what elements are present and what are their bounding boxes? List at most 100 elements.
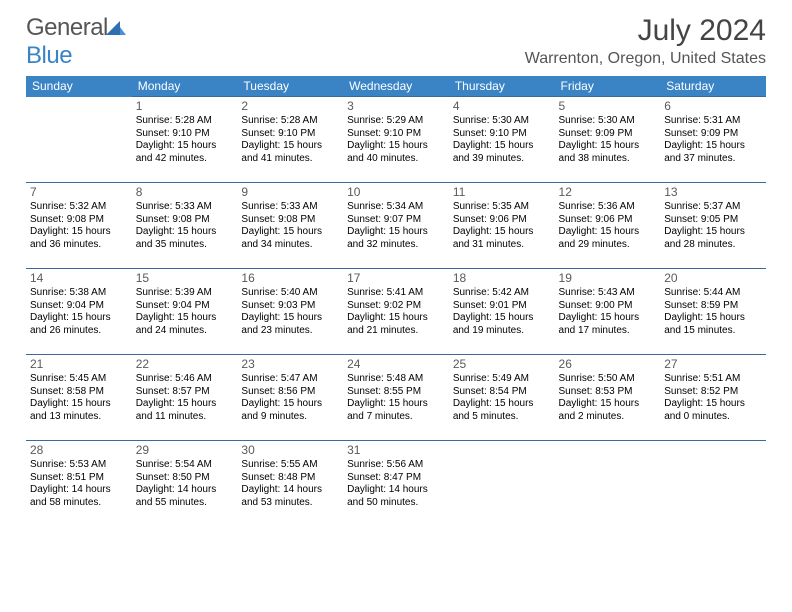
daylight-text: and 9 minutes. (241, 411, 339, 424)
daylight-text: Daylight: 15 hours (30, 398, 128, 411)
daylight-text: and 28 minutes. (664, 239, 762, 252)
calendar-header-row: SundayMondayTuesdayWednesdayThursdayFrid… (26, 76, 766, 97)
calendar-week-row: 7Sunrise: 5:32 AMSunset: 9:08 PMDaylight… (26, 183, 766, 269)
calendar-day-cell: 5Sunrise: 5:30 AMSunset: 9:09 PMDaylight… (555, 97, 661, 183)
daylight-text: and 37 minutes. (664, 153, 762, 166)
daylight-text: Daylight: 15 hours (241, 226, 339, 239)
daylight-text: Daylight: 15 hours (559, 312, 657, 325)
day-number: 30 (241, 443, 339, 459)
daylight-text: Daylight: 15 hours (347, 226, 445, 239)
sunrise-text: Sunrise: 5:38 AM (30, 287, 128, 300)
sunset-text: Sunset: 9:10 PM (136, 128, 234, 141)
daylight-text: and 24 minutes. (136, 325, 234, 338)
sunrise-text: Sunrise: 5:36 AM (559, 201, 657, 214)
day-number: 11 (453, 185, 551, 201)
sunrise-text: Sunrise: 5:32 AM (30, 201, 128, 214)
daylight-text: and 50 minutes. (347, 497, 445, 510)
daylight-text: Daylight: 15 hours (241, 140, 339, 153)
sunrise-text: Sunrise: 5:31 AM (664, 115, 762, 128)
logo-word1: General (26, 14, 108, 41)
calendar-day-cell: 1Sunrise: 5:28 AMSunset: 9:10 PMDaylight… (132, 97, 238, 183)
sunrise-text: Sunrise: 5:43 AM (559, 287, 657, 300)
day-number: 12 (559, 185, 657, 201)
location-subtitle: Warrenton, Oregon, United States (525, 50, 766, 68)
day-header: Friday (555, 76, 661, 97)
day-number: 5 (559, 99, 657, 115)
daylight-text: Daylight: 14 hours (30, 484, 128, 497)
daylight-text: and 2 minutes. (559, 411, 657, 424)
sunrise-text: Sunrise: 5:37 AM (664, 201, 762, 214)
calendar-day-cell: 16Sunrise: 5:40 AMSunset: 9:03 PMDayligh… (237, 269, 343, 355)
daylight-text: Daylight: 15 hours (664, 226, 762, 239)
day-header: Thursday (449, 76, 555, 97)
day-number: 10 (347, 185, 445, 201)
sunrise-text: Sunrise: 5:44 AM (664, 287, 762, 300)
daylight-text: Daylight: 15 hours (30, 226, 128, 239)
day-header: Sunday (26, 76, 132, 97)
daylight-text: Daylight: 14 hours (136, 484, 234, 497)
daylight-text: and 35 minutes. (136, 239, 234, 252)
sunrise-text: Sunrise: 5:29 AM (347, 115, 445, 128)
daylight-text: Daylight: 15 hours (559, 398, 657, 411)
daylight-text: Daylight: 15 hours (241, 398, 339, 411)
day-number: 13 (664, 185, 762, 201)
calendar-week-row: 21Sunrise: 5:45 AMSunset: 8:58 PMDayligh… (26, 355, 766, 441)
calendar-table: SundayMondayTuesdayWednesdayThursdayFrid… (26, 76, 766, 527)
sunrise-text: Sunrise: 5:34 AM (347, 201, 445, 214)
calendar-day-cell: 29Sunrise: 5:54 AMSunset: 8:50 PMDayligh… (132, 441, 238, 527)
logo-sail-icon (106, 14, 126, 30)
sunset-text: Sunset: 8:54 PM (453, 386, 551, 399)
calendar-day-cell: 2Sunrise: 5:28 AMSunset: 9:10 PMDaylight… (237, 97, 343, 183)
day-number: 15 (136, 271, 234, 287)
day-number: 14 (30, 271, 128, 287)
calendar-day-cell: 17Sunrise: 5:41 AMSunset: 9:02 PMDayligh… (343, 269, 449, 355)
calendar-day-cell: 6Sunrise: 5:31 AMSunset: 9:09 PMDaylight… (660, 97, 766, 183)
calendar-day-cell: 4Sunrise: 5:30 AMSunset: 9:10 PMDaylight… (449, 97, 555, 183)
daylight-text: and 38 minutes. (559, 153, 657, 166)
daylight-text: and 19 minutes. (453, 325, 551, 338)
calendar-day-cell (660, 441, 766, 527)
sunset-text: Sunset: 9:05 PM (664, 214, 762, 227)
sunrise-text: Sunrise: 5:47 AM (241, 373, 339, 386)
logo: General Blue (26, 14, 126, 70)
sunset-text: Sunset: 9:10 PM (453, 128, 551, 141)
calendar-day-cell: 19Sunrise: 5:43 AMSunset: 9:00 PMDayligh… (555, 269, 661, 355)
daylight-text: Daylight: 15 hours (453, 226, 551, 239)
sunset-text: Sunset: 9:08 PM (30, 214, 128, 227)
day-number: 7 (30, 185, 128, 201)
calendar-day-cell: 26Sunrise: 5:50 AMSunset: 8:53 PMDayligh… (555, 355, 661, 441)
day-number: 2 (241, 99, 339, 115)
daylight-text: Daylight: 15 hours (559, 140, 657, 153)
calendar-day-cell: 11Sunrise: 5:35 AMSunset: 9:06 PMDayligh… (449, 183, 555, 269)
calendar-day-cell: 10Sunrise: 5:34 AMSunset: 9:07 PMDayligh… (343, 183, 449, 269)
day-number: 21 (30, 357, 128, 373)
calendar-day-cell: 23Sunrise: 5:47 AMSunset: 8:56 PMDayligh… (237, 355, 343, 441)
sunset-text: Sunset: 8:48 PM (241, 472, 339, 485)
daylight-text: and 23 minutes. (241, 325, 339, 338)
daylight-text: Daylight: 15 hours (453, 312, 551, 325)
daylight-text: Daylight: 15 hours (347, 312, 445, 325)
daylight-text: Daylight: 15 hours (30, 312, 128, 325)
sunset-text: Sunset: 9:08 PM (241, 214, 339, 227)
calendar-day-cell: 18Sunrise: 5:42 AMSunset: 9:01 PMDayligh… (449, 269, 555, 355)
sunset-text: Sunset: 9:08 PM (136, 214, 234, 227)
calendar-week-row: 28Sunrise: 5:53 AMSunset: 8:51 PMDayligh… (26, 441, 766, 527)
logo-word2: Blue (26, 42, 72, 69)
day-number: 19 (559, 271, 657, 287)
sunrise-text: Sunrise: 5:33 AM (136, 201, 234, 214)
sunrise-text: Sunrise: 5:51 AM (664, 373, 762, 386)
sunset-text: Sunset: 8:55 PM (347, 386, 445, 399)
daylight-text: and 32 minutes. (347, 239, 445, 252)
daylight-text: Daylight: 15 hours (136, 226, 234, 239)
calendar-day-cell: 12Sunrise: 5:36 AMSunset: 9:06 PMDayligh… (555, 183, 661, 269)
sunset-text: Sunset: 8:59 PM (664, 300, 762, 313)
daylight-text: and 42 minutes. (136, 153, 234, 166)
sunset-text: Sunset: 8:58 PM (30, 386, 128, 399)
sunset-text: Sunset: 9:10 PM (347, 128, 445, 141)
day-number: 4 (453, 99, 551, 115)
calendar-day-cell: 13Sunrise: 5:37 AMSunset: 9:05 PMDayligh… (660, 183, 766, 269)
sunrise-text: Sunrise: 5:28 AM (241, 115, 339, 128)
day-number: 9 (241, 185, 339, 201)
calendar-body: 1Sunrise: 5:28 AMSunset: 9:10 PMDaylight… (26, 97, 766, 527)
daylight-text: and 11 minutes. (136, 411, 234, 424)
